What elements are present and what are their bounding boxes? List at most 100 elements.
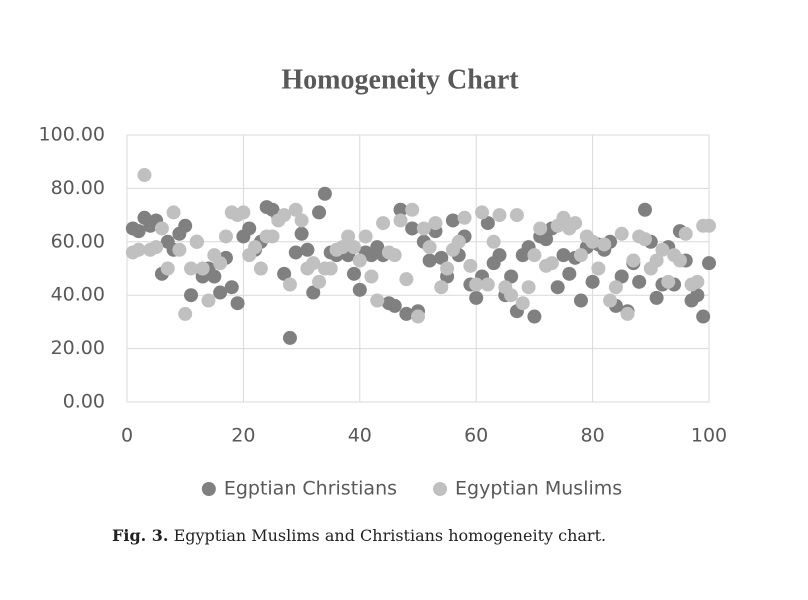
point [504,269,519,284]
point [440,261,455,276]
y-tick-label: 60.00 [51,230,105,252]
point [614,226,629,241]
legend: Egptian Christians Egyptian Muslims [201,478,622,500]
point [515,296,530,311]
point [573,248,588,263]
point [603,293,618,308]
point [184,261,199,276]
y-tick-label: 20.00 [51,337,105,359]
point [696,309,711,324]
point [521,280,536,295]
point [294,213,309,228]
point [335,240,350,255]
point [702,256,716,271]
point [585,274,600,289]
point [492,248,507,263]
point [509,208,524,223]
point [131,242,146,257]
point [614,269,629,284]
point [346,240,361,255]
caption-text: Fig. 3. Egyptian Muslims and Christians … [112,526,606,545]
point [312,274,327,289]
caption: Fig. 3. Egyptian Muslims and Christians … [112,526,606,545]
point [591,261,606,276]
legend-label: Egyptian Muslims [455,478,622,500]
point [346,266,361,281]
x-tick-label: 40 [348,425,372,447]
point [457,210,472,225]
x-tick-label: 0 [121,425,133,447]
point [451,234,466,249]
point [556,248,571,263]
chart-title: Homogeneity Chart [281,64,519,95]
point [428,216,443,231]
point [504,288,519,303]
point [364,269,379,284]
point [585,234,600,249]
point [486,234,501,249]
point [213,256,228,271]
point [312,205,327,220]
point [178,218,193,233]
point [317,186,332,201]
point [649,253,664,268]
point [300,242,315,257]
point [265,229,280,244]
point [678,226,693,241]
point [154,221,169,236]
point [416,221,431,236]
point [463,258,478,273]
point [230,296,245,311]
point [224,280,239,295]
point [655,242,670,257]
point [137,168,152,183]
point [282,330,297,345]
point [387,298,402,313]
point [352,282,367,297]
point [422,253,437,268]
point [306,256,321,271]
point [550,280,565,295]
point [370,293,385,308]
point [358,229,373,244]
point [434,280,449,295]
point [562,266,577,281]
series [125,168,716,324]
point [201,293,216,308]
x-tick-label: 100 [691,425,727,447]
point [253,261,268,276]
point [277,266,292,281]
point [702,218,716,233]
point [352,253,367,268]
point [626,253,641,268]
point [393,202,408,217]
point [149,240,164,255]
point [492,208,507,223]
legend-marker [433,482,448,496]
point [649,290,664,305]
point [597,237,612,252]
point [160,261,175,276]
point [573,293,588,308]
point [556,210,571,225]
point [172,242,187,257]
point [207,269,222,284]
point [632,274,647,289]
point [277,208,292,223]
point [213,285,228,300]
point [399,272,414,287]
point [445,213,460,228]
point [480,216,495,231]
point [131,224,146,239]
point [166,205,181,220]
point [608,280,623,295]
point [178,306,193,321]
point [376,216,391,231]
point [294,226,309,241]
point [690,288,705,303]
x-tick-label: 20 [231,425,255,447]
point [387,248,402,263]
y-tick-label: 100.00 [39,124,105,146]
point [469,277,484,292]
y-tick-label: 0.00 [63,391,105,413]
